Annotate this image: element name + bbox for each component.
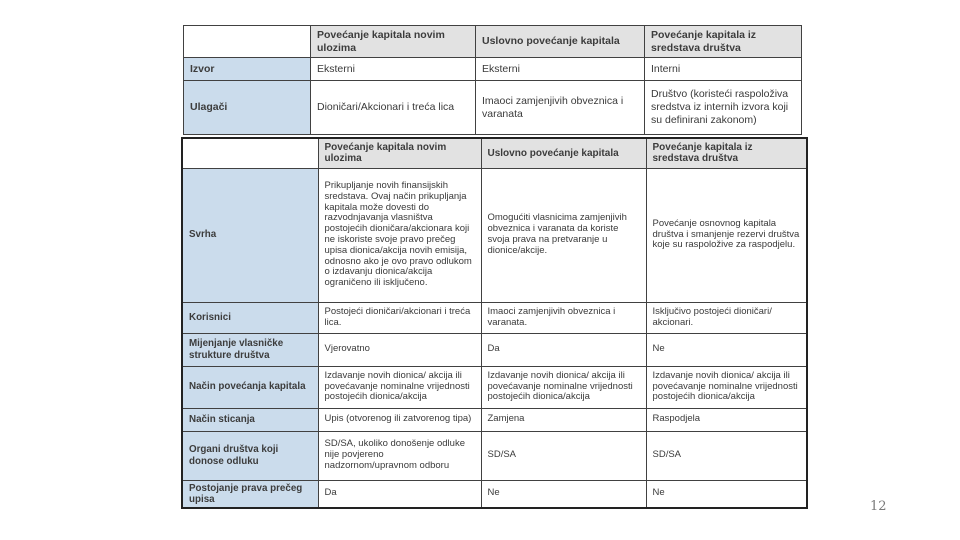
table-cell: Izdavanje novih dionica/ akcija ili pove… — [480, 365, 647, 409]
page-number: 12 — [870, 499, 887, 514]
capital-increase-summary-table: Povećanje kapitala novim ulozima Uslovno… — [183, 25, 802, 135]
corner-cell — [181, 137, 319, 169]
column-header: Uslovno povećanje kapitala — [480, 137, 647, 169]
column-header: Povećanje kapitala iz sredstava društva — [644, 25, 802, 58]
table-cell: SD/SA — [645, 430, 808, 481]
row-label: Ulagači — [183, 80, 311, 135]
table-row: Izvor Eksterni Eksterni Interni — [183, 57, 802, 81]
table-cell: Imaoci zamjenjivih obveznica i varanata. — [480, 301, 647, 334]
table-cell: Društvo (koristeći raspoloživa sredstva … — [644, 80, 802, 135]
table-cell: Ne — [480, 479, 647, 509]
corner-cell — [183, 25, 311, 58]
row-label: Postojanje prava prečeg upisa — [181, 479, 319, 509]
row-label: Mijenjanje vlasničke strukture društva — [181, 332, 319, 367]
table-cell: Izdavanje novih dionica/ akcija ili pove… — [645, 365, 808, 409]
row-label: Način sticanja — [181, 407, 319, 432]
table-cell: Postojeći dioničari/akcionari i treća li… — [317, 301, 482, 334]
table-cell: Izdavanje novih dionica/ akcija ili pove… — [317, 365, 482, 409]
table-cell: Isključivo postojeći dioničari/ akcionar… — [645, 301, 808, 334]
column-header: Povećanje kapitala iz sredstava društva — [645, 137, 808, 169]
table-cell: Upis (otvorenog ili zatvorenog tipa) — [317, 407, 482, 432]
table-cell: Da — [317, 479, 482, 509]
row-label: Organi društva koji donose odluku — [181, 430, 319, 481]
table-row: Organi društva koji donose odluku SD/SA,… — [181, 430, 808, 481]
table-cell: Ne — [645, 332, 808, 367]
row-label: Način povećanja kapitala — [181, 365, 319, 409]
row-label: Korisnici — [181, 301, 319, 334]
table-row: Način sticanja Upis (otvorenog ili zatvo… — [181, 407, 808, 432]
table-cell: Omogućiti vlasnicima zamjenjivih obvezni… — [480, 167, 647, 303]
table-header-row: Povećanje kapitala novim ulozima Uslovno… — [183, 25, 802, 58]
row-label: Izvor — [183, 57, 311, 81]
table-cell: SD/SA, ukoliko donošenje odluke nije pov… — [317, 430, 482, 481]
table-cell: Vjerovatno — [317, 332, 482, 367]
table-cell: Prikupljanje novih finansijskih sredstav… — [317, 167, 482, 303]
table-row: Ulagači Dioničari/Akcionari i treća lica… — [183, 80, 802, 135]
table-cell: Raspodjela — [645, 407, 808, 432]
table-row: Korisnici Postojeći dioničari/akcionari … — [181, 301, 808, 334]
table-row: Postojanje prava prečeg upisa Da Ne Ne — [181, 479, 808, 509]
table-cell: Eksterni — [310, 57, 476, 81]
table-cell: Interni — [644, 57, 802, 81]
table-row: Mijenjanje vlasničke strukture društva V… — [181, 332, 808, 367]
column-header: Povećanje kapitala novim ulozima — [310, 25, 476, 58]
table-cell: Eksterni — [475, 57, 645, 81]
table-cell: Imaoci zamjenjivih obveznica i varanata — [475, 80, 645, 135]
column-header: Povećanje kapitala novim ulozima — [317, 137, 482, 169]
capital-increase-detail-table: Povećanje kapitala novim ulozima Uslovno… — [181, 137, 808, 509]
column-header: Uslovno povećanje kapitala — [475, 25, 645, 58]
table-header-row: Povećanje kapitala novim ulozima Uslovno… — [181, 137, 808, 169]
table-cell: Zamjena — [480, 407, 647, 432]
table-row: Svrha Prikupljanje novih finansijskih sr… — [181, 167, 808, 303]
table-cell: Da — [480, 332, 647, 367]
table-cell: Povećanje osnovnog kapitala društva i sm… — [645, 167, 808, 303]
table-cell: Ne — [645, 479, 808, 509]
table-row: Način povećanja kapitala Izdavanje novih… — [181, 365, 808, 409]
table-cell: Dioničari/Akcionari i treća lica — [310, 80, 476, 135]
row-label: Svrha — [181, 167, 319, 303]
table-cell: SD/SA — [480, 430, 647, 481]
